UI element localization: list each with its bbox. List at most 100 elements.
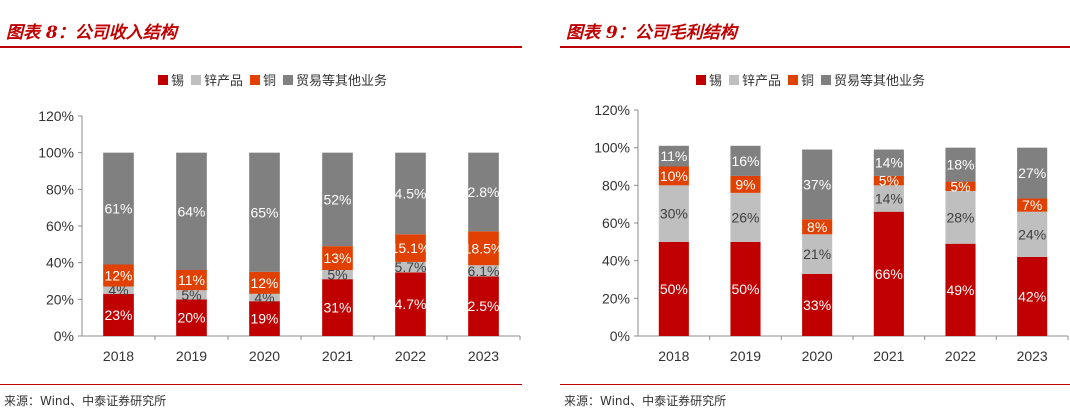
data-label: 31% (323, 300, 351, 316)
bar-segment (1017, 211, 1048, 257)
bar-segment (658, 241, 689, 336)
bar-segment (873, 149, 904, 176)
bar-segment (103, 293, 134, 336)
legend-item: 锌产品 (191, 70, 243, 89)
data-label: 27% (1018, 165, 1046, 181)
data-label: 16% (731, 153, 759, 169)
data-label: 11% (660, 148, 687, 164)
bar-segment (945, 147, 976, 182)
data-label: 49% (946, 282, 974, 298)
bar-segment (730, 175, 761, 193)
bar-segment (176, 270, 207, 291)
legend-swatch (821, 74, 832, 85)
bar-segment (945, 190, 976, 244)
bar-segment (658, 166, 689, 186)
bar-segment (873, 185, 904, 212)
source-note: 来源：Wind、中泰证券研究所 (564, 394, 727, 408)
legend-label: 贸易等其他业务 (834, 74, 926, 89)
chart-legend: 锡 锌产品 铜 贸易等其他业务 (158, 70, 390, 89)
x-tick-label: 2023 (468, 348, 499, 364)
legend-swatch (788, 74, 799, 85)
x-tick-label: 2022 (945, 348, 976, 364)
y-tick-label: 0% (610, 328, 630, 344)
y-tick-label: 20% (602, 290, 630, 306)
bar-segment (802, 219, 833, 235)
title-bar: 图表 9：公司毛利结构 (560, 10, 1070, 48)
legend-item: 铜 (788, 70, 814, 89)
y-tick-label: 0% (54, 328, 74, 344)
y-tick-label: 120% (594, 102, 630, 118)
bar-segment (395, 261, 426, 273)
legend-swatch (729, 74, 740, 85)
bar-segment (658, 145, 689, 167)
data-label: 66% (875, 266, 903, 282)
chart-legend: 锡 锌产品 铜 贸易等其他业务 (696, 70, 928, 89)
legend-label: 铜 (263, 74, 277, 89)
bar-segment (802, 149, 833, 220)
data-label: 2.5% (468, 298, 500, 314)
data-label: 21% (803, 246, 831, 262)
legend-label: 锡 (709, 74, 723, 89)
data-label: 5% (950, 178, 970, 194)
title-bar: 图表 8：公司收入结构 (0, 10, 522, 48)
bar-segment (873, 175, 904, 186)
legend-item: 锡 (158, 70, 184, 89)
bar-segment (249, 152, 280, 272)
bar-segment (468, 276, 499, 336)
bar-segment (103, 264, 134, 287)
data-label: 7% (1022, 197, 1042, 213)
data-label: 20% (177, 310, 205, 326)
data-label: 30% (660, 206, 688, 222)
x-tick-label: 2018 (103, 348, 134, 364)
y-tick-label: 100% (38, 145, 74, 161)
data-label: 18.5% (464, 240, 504, 256)
data-label: 6.1% (468, 263, 500, 279)
data-label: 9% (735, 176, 755, 192)
data-label: 15.1% (391, 240, 431, 256)
data-label: 12% (250, 275, 278, 291)
x-tick-label: 2022 (395, 348, 426, 364)
bar-segment (395, 234, 426, 262)
bar-segment (945, 243, 976, 336)
x-tick-label: 2020 (249, 348, 280, 364)
bar-segment (395, 272, 426, 336)
source-note: 来源：Wind、中泰证券研究所 (4, 394, 167, 408)
bar-segment (658, 185, 689, 242)
y-tick-label: 120% (38, 108, 74, 124)
chart-title: 图表 8：公司收入结构 (6, 23, 177, 43)
data-label: 42% (1018, 288, 1046, 304)
bar-segment (322, 279, 353, 336)
legend-item: 锌产品 (729, 70, 781, 89)
legend-label: 锡 (171, 74, 185, 89)
x-tick-label: 2019 (730, 348, 761, 364)
legend-swatch (158, 74, 168, 85)
y-tick-label: 60% (46, 218, 74, 234)
data-label: 61% (104, 201, 132, 217)
bar-segment (1017, 198, 1048, 212)
x-tick-label: 2019 (176, 348, 207, 364)
data-label: 19% (250, 311, 278, 327)
data-label: 5% (327, 267, 347, 283)
data-label: 5% (879, 173, 899, 189)
data-label: 33% (803, 297, 831, 313)
legend-item: 贸易等其他业务 (821, 70, 925, 89)
bar-segment (945, 181, 976, 191)
legend-label: 贸易等其他业务 (296, 74, 388, 89)
data-label: 11% (178, 272, 205, 288)
data-label: 14% (875, 191, 903, 207)
y-tick-label: 40% (46, 255, 74, 271)
gross-profit-structure-chart: 0% 20% 40% 60% 80% 100% 120% 50% 30% 10% 11% 2018 50… (594, 102, 1069, 364)
data-label: 26% (731, 209, 759, 225)
bar-segment (730, 145, 761, 176)
legend-swatch (696, 74, 706, 85)
data-label: 18% (946, 157, 974, 173)
data-label: 24% (1018, 226, 1046, 242)
bar-segment (1017, 147, 1048, 199)
bar-segment (468, 265, 499, 277)
x-tick-label: 2021 (322, 348, 353, 364)
bar-segment (103, 152, 134, 265)
y-tick-label: 100% (594, 140, 630, 156)
legend-swatch (191, 74, 202, 85)
data-label: 65% (250, 204, 278, 220)
source-divider (560, 384, 1070, 385)
